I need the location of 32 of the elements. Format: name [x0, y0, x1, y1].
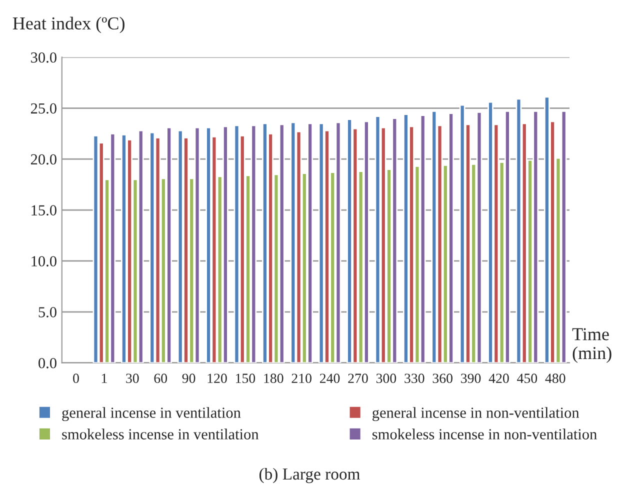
x-tick-label: 210: [292, 374, 312, 384]
x-tick-label: 90: [182, 374, 196, 384]
x-tick-label: 60: [154, 374, 168, 384]
x-tick-label: 150: [236, 374, 256, 384]
y-tick-label: 5.0: [38, 307, 56, 318]
y-tick-label: 20.0: [30, 154, 56, 165]
y-tick-label: 15.0: [32, 205, 56, 216]
y-tick-label: 25.0: [30, 103, 56, 114]
x-tick-label: 300: [376, 374, 396, 384]
legend-label: general incense in non-ventilation: [372, 407, 580, 422]
x-tick-label: 0: [73, 374, 79, 384]
x-tick-label: 330: [404, 374, 424, 384]
legend-label: smokeless incense in non-ventilation: [372, 428, 597, 440]
x-tick-label: 390: [461, 374, 481, 384]
x-tick-label: 480: [545, 374, 566, 384]
x-tick-label: 240: [320, 374, 340, 384]
x-tick-label: 270: [348, 374, 368, 384]
y-tick-label: 30.0: [31, 52, 56, 63]
legend-label: general incense in ventilation: [62, 407, 241, 422]
x-axis-title: Time (min): [572, 328, 612, 363]
text: (b) Large room: [259, 468, 360, 484]
x-tick-label: 30: [126, 374, 139, 384]
x-tick-label: 180: [264, 374, 284, 384]
x-tick-label: 420: [488, 374, 509, 384]
legend-label: smokeless incense in ventilation: [62, 428, 259, 440]
x-tick-label: 120: [208, 374, 227, 384]
x-tick-label: 1: [102, 374, 107, 383]
x-tick-label: 450: [517, 374, 538, 384]
y-axis-title: Heat index (ºC): [12, 16, 124, 34]
x-tick-label: 360: [432, 374, 452, 384]
y-tick-label: 10.0: [32, 256, 56, 266]
y-tick-label: 0.0: [38, 358, 56, 368]
